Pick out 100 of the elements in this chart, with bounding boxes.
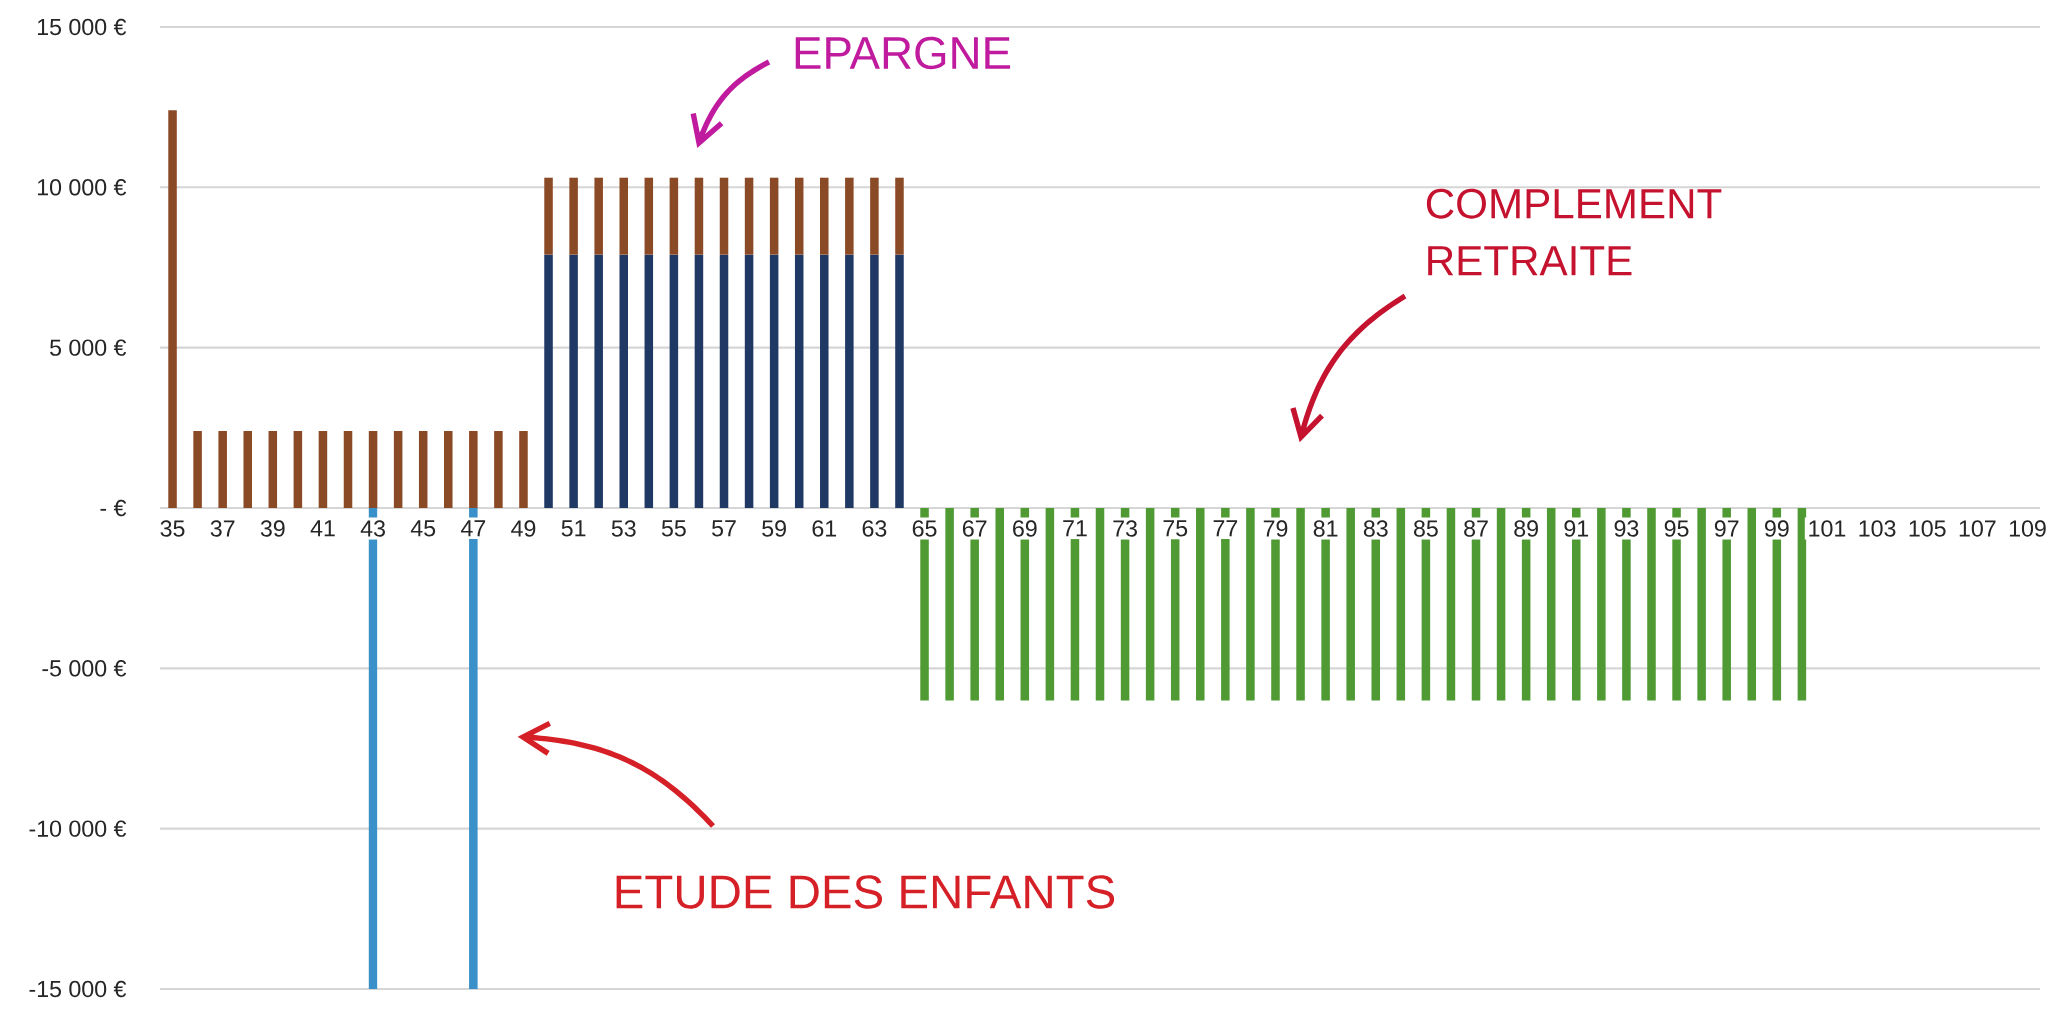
bar [870, 254, 879, 508]
x-tick-label: 39 [260, 520, 285, 537]
x-tick-label: 45 [410, 520, 436, 537]
bar [393, 431, 403, 508]
x-tick-label: 109 [2009, 520, 2046, 537]
x-tick-label: 83 [1363, 520, 1388, 537]
x-tick-label: 93 [1614, 520, 1639, 537]
bar [544, 254, 553, 508]
x-tick-label: 81 [1313, 520, 1338, 537]
bar [1145, 507, 1155, 701]
bar [744, 254, 754, 508]
bar [569, 177, 578, 255]
bar [845, 254, 854, 508]
x-tick-label: 67 [962, 520, 987, 537]
bar [268, 431, 278, 508]
bar [494, 431, 503, 508]
annotation: EPARGNE [795, 36, 1011, 70]
bar [193, 431, 202, 508]
bar [669, 177, 679, 255]
bar [1597, 507, 1606, 701]
x-tick-label: 69 [1013, 520, 1037, 537]
bar [594, 177, 603, 255]
x-tick-label: 107 [1959, 520, 1996, 537]
bar [769, 177, 779, 255]
bar [1045, 507, 1055, 701]
x-tick-label: 79 [1263, 520, 1288, 537]
bar [719, 254, 729, 508]
bar [794, 254, 804, 508]
x-tick-label: 85 [1413, 520, 1438, 537]
bar [168, 110, 177, 508]
x-tick-label: 55 [661, 520, 686, 537]
bar [694, 254, 704, 508]
bar [794, 177, 804, 255]
bar [1446, 507, 1456, 701]
y-tick-label: -15 000 € [29, 980, 127, 998]
annotation: COMPLEMENT RETRAITE [1426, 188, 1722, 276]
x-tick-label: 35 [160, 520, 185, 537]
bar [1496, 507, 1506, 701]
bar [945, 507, 954, 701]
bar [769, 254, 779, 508]
bar [1647, 507, 1656, 701]
x-tick-label: 49 [511, 520, 536, 537]
x-tick-label: 41 [310, 520, 335, 537]
bar [318, 431, 328, 508]
bar [995, 507, 1004, 701]
bar [1797, 507, 1807, 701]
x-tick-label: 89 [1514, 520, 1538, 537]
bar [293, 431, 303, 508]
bar [519, 431, 528, 508]
x-tick-label: 99 [1765, 520, 1789, 537]
bar [418, 431, 428, 508]
x-tick-label: 97 [1714, 520, 1739, 537]
bar [1296, 507, 1305, 701]
bar [544, 177, 553, 255]
bar [845, 177, 854, 255]
x-tick-label: 65 [912, 520, 937, 537]
x-tick-label: 91 [1564, 520, 1589, 537]
x-tick-label: 63 [862, 520, 887, 537]
bar [444, 431, 453, 508]
bar [669, 254, 679, 508]
y-tick-label: 5 000 € [50, 339, 127, 356]
bar [569, 254, 578, 508]
y-tick-label: -10 000 € [29, 820, 127, 837]
bar [820, 254, 829, 508]
bar [744, 177, 754, 255]
x-tick-label: 101 [1809, 520, 1846, 537]
bar [243, 431, 252, 508]
bar [218, 431, 227, 508]
bar [1246, 507, 1255, 701]
y-tick-label: - € [100, 499, 127, 517]
bar [1697, 507, 1706, 701]
x-tick-label: 53 [611, 520, 636, 537]
bar [368, 431, 378, 508]
bar [820, 177, 829, 255]
x-tick-label: 95 [1664, 520, 1689, 537]
bar [870, 177, 879, 255]
y-tick-label: -5 000 € [42, 660, 127, 677]
bar [1546, 507, 1556, 701]
bar [1196, 507, 1205, 701]
x-tick-label: 51 [561, 520, 586, 537]
x-tick-label: 105 [1909, 520, 1946, 537]
bar [895, 254, 904, 508]
x-tick-label: 61 [812, 520, 837, 537]
bar [594, 254, 603, 508]
bar [1396, 507, 1406, 701]
bar [895, 177, 904, 255]
x-tick-label: 57 [712, 520, 736, 537]
x-tick-label: 103 [1859, 520, 1896, 537]
bar [469, 431, 478, 508]
bar [719, 177, 729, 255]
y-tick-label: 15 000 € [37, 18, 127, 36]
x-tick-label: 71 [1063, 520, 1087, 537]
bar [644, 177, 654, 255]
x-tick-label: 77 [1213, 520, 1238, 537]
y-tick-label: 10 000 € [37, 179, 127, 196]
annotation: ETUDE DES ENFANTS [616, 875, 1115, 909]
x-tick-label: 87 [1464, 520, 1488, 537]
bar [694, 177, 704, 255]
bar [1095, 507, 1105, 701]
x-tick-label: 43 [360, 520, 385, 537]
